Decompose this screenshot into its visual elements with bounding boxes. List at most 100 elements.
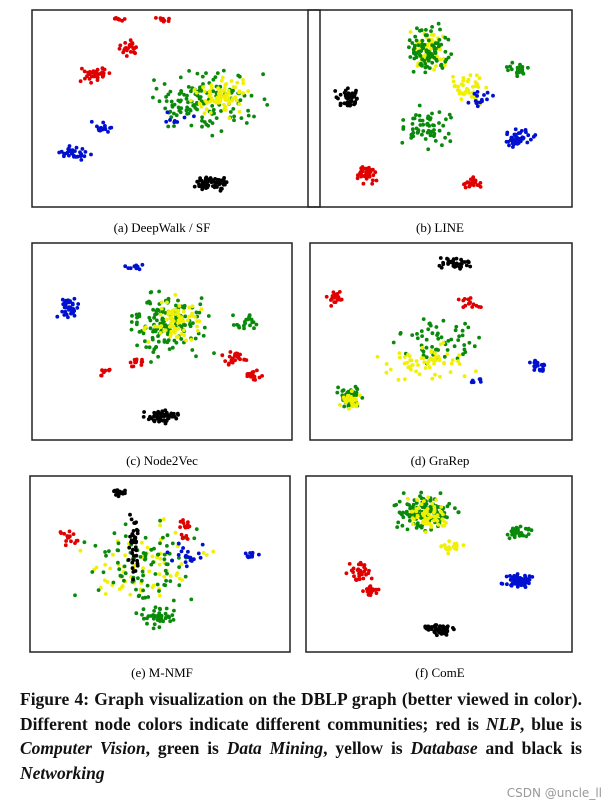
node-dot: [151, 560, 156, 564]
node-dot: [241, 78, 245, 82]
node-dot: [210, 104, 215, 108]
node-dot: [78, 154, 83, 159]
node-dot: [158, 312, 163, 317]
node-dot: [165, 544, 169, 548]
node-dot: [122, 564, 127, 569]
node-dot: [159, 300, 164, 305]
node-dot: [413, 52, 418, 57]
node-dot: [408, 30, 413, 34]
node-dot: [236, 353, 241, 358]
node-dot: [156, 615, 161, 620]
node-dot: [177, 583, 182, 588]
node-dot: [157, 572, 162, 577]
node-dot: [170, 541, 175, 546]
node-dot: [184, 338, 188, 343]
node-dot: [220, 353, 225, 358]
node-dot: [415, 336, 420, 341]
node-dot: [66, 147, 71, 152]
node-dot: [427, 365, 432, 370]
node-dot: [350, 399, 355, 404]
node-dot: [353, 100, 358, 104]
node-dot: [410, 516, 415, 521]
node-dot: [438, 47, 442, 52]
node-dot: [509, 529, 514, 534]
node-dot: [158, 523, 163, 528]
node-dot: [253, 378, 257, 382]
node-dot: [367, 568, 371, 573]
node-dot: [400, 140, 405, 145]
node-dot: [108, 566, 113, 571]
node-dot: [338, 101, 343, 106]
node-dot: [162, 557, 167, 562]
node-dot: [214, 116, 219, 120]
node-dot: [130, 547, 135, 552]
node-dot: [231, 88, 235, 93]
node-dot: [485, 97, 489, 102]
node-dot: [237, 325, 242, 330]
node-dot: [139, 578, 144, 583]
node-dot: [202, 111, 207, 116]
node-dot: [515, 141, 520, 146]
node-dot: [150, 335, 155, 340]
node-dot: [135, 558, 140, 563]
node-dot: [141, 551, 146, 555]
node-dot: [157, 589, 161, 593]
node-dot: [192, 184, 197, 189]
node-dot: [356, 562, 361, 567]
node-dot: [519, 583, 524, 588]
node-dot: [127, 545, 132, 550]
caption-term: Computer Vision: [20, 738, 146, 758]
node-dot: [136, 576, 140, 581]
node-dot: [348, 102, 353, 107]
node-dot: [539, 363, 544, 367]
node-dot: [449, 361, 454, 366]
node-dot: [169, 329, 174, 334]
node-dot: [165, 110, 170, 115]
node-dot: [129, 540, 134, 545]
node-dot: [80, 147, 85, 151]
node-dot: [98, 585, 103, 590]
node-dot: [357, 574, 362, 579]
node-dot: [485, 90, 490, 95]
node-dot: [166, 416, 170, 421]
node-dot: [211, 89, 216, 93]
node-dot: [437, 121, 441, 125]
node-dot: [338, 92, 343, 97]
node-dot: [190, 348, 195, 352]
node-dot: [196, 551, 201, 556]
node-dot: [135, 528, 140, 533]
node-dot: [179, 332, 184, 336]
node-dot: [174, 416, 179, 421]
node-dot: [367, 588, 372, 593]
node-dot: [532, 368, 537, 372]
node-dot: [341, 388, 346, 392]
node-dot: [78, 548, 83, 553]
node-dot: [201, 85, 206, 90]
node-dot: [137, 593, 142, 598]
caption-term: Database: [410, 738, 478, 758]
node-dot: [510, 60, 515, 65]
node-dot: [475, 104, 480, 109]
node-dot: [181, 521, 186, 525]
node-dot: [213, 75, 218, 79]
node-dot: [227, 354, 232, 359]
node-dot: [169, 321, 173, 325]
node-dot: [436, 44, 441, 49]
node-dot: [206, 314, 211, 318]
node-dot: [426, 58, 431, 63]
node-dot: [411, 134, 416, 139]
node-dot: [443, 63, 447, 68]
node-dot: [419, 329, 424, 333]
node-dot: [416, 506, 421, 511]
node-dot: [444, 117, 448, 122]
node-dot: [444, 57, 449, 62]
node-dot: [420, 345, 425, 350]
node-dot: [247, 315, 251, 320]
node-dot: [461, 78, 466, 83]
node-dot: [339, 297, 344, 302]
node-dot: [172, 111, 176, 116]
node-dot: [421, 129, 426, 133]
node-dot: [409, 506, 414, 510]
node-dot: [156, 354, 161, 359]
node-dot: [103, 562, 108, 567]
